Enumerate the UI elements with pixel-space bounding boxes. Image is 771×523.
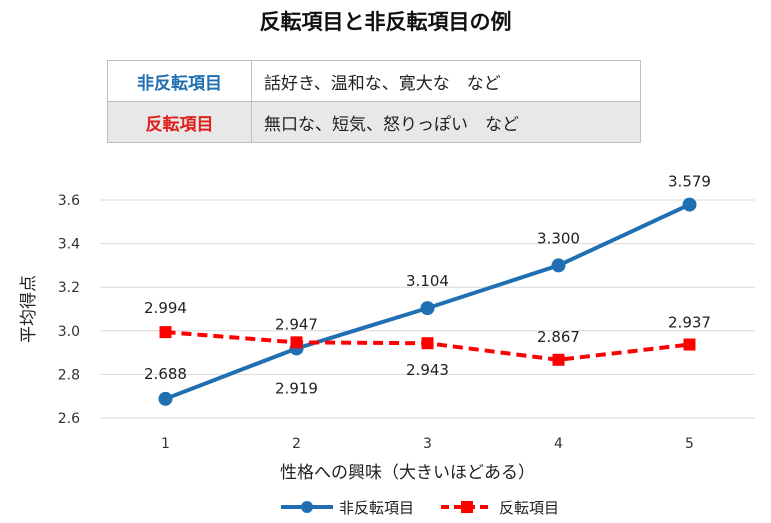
chart-title: 反転項目と非反転項目の例 (259, 10, 512, 34)
x-tick-label: 5 (685, 436, 694, 452)
legend-label: 反転項目 (499, 499, 559, 517)
y-tick-label: 2.6 (58, 411, 80, 427)
data-label: 2.867 (537, 328, 580, 346)
examples-cell: 無口な、短気、怒りっぽい など (251, 101, 641, 143)
data-label: 3.300 (537, 229, 580, 247)
data-label: 2.994 (144, 299, 187, 317)
data-point (552, 353, 565, 366)
category-cell: 反転項目 (107, 101, 252, 143)
y-axis-title: 平均得点 (19, 275, 39, 343)
data-point (420, 301, 435, 316)
data-point (551, 258, 566, 273)
legend-label: 非反転項目 (339, 499, 414, 517)
data-point (683, 338, 696, 351)
data-label: 2.943 (406, 361, 449, 379)
x-tick-label: 2 (292, 436, 301, 452)
category-cell: 非反転項目 (107, 60, 252, 102)
data-point (421, 337, 434, 350)
data-label: 3.579 (668, 173, 711, 191)
item-examples-table: 非反転項目 話好き、温和な、寛大な など 反転項目 無口な、短気、怒りっぽい な… (107, 60, 641, 143)
y-tick-label: 3.6 (58, 193, 80, 209)
legend-marker (461, 501, 473, 513)
data-label: 2.947 (275, 315, 318, 333)
y-tick-label: 3.4 (58, 237, 80, 253)
table-row: 反転項目 無口な、短気、怒りっぽい など (107, 101, 641, 143)
data-point (682, 197, 697, 212)
x-tick-label: 4 (554, 436, 563, 452)
data-point (290, 336, 303, 349)
data-label: 2.688 (144, 365, 187, 383)
y-tick-label: 3.2 (58, 280, 80, 296)
table-row: 非反転項目 話好き、温和な、寛大な など (107, 60, 641, 102)
x-axis-title: 性格への興味（大きいほどある） (280, 463, 535, 483)
data-label: 2.937 (668, 314, 711, 332)
data-point (158, 391, 173, 406)
data-label: 3.104 (406, 272, 449, 290)
y-tick-label: 2.8 (58, 367, 80, 383)
y-tick-label: 3.0 (58, 324, 80, 340)
legend-marker (301, 501, 313, 513)
data-label: 2.919 (275, 379, 318, 397)
data-point (159, 326, 172, 339)
x-tick-label: 3 (423, 436, 432, 452)
x-tick-label: 1 (161, 436, 170, 452)
